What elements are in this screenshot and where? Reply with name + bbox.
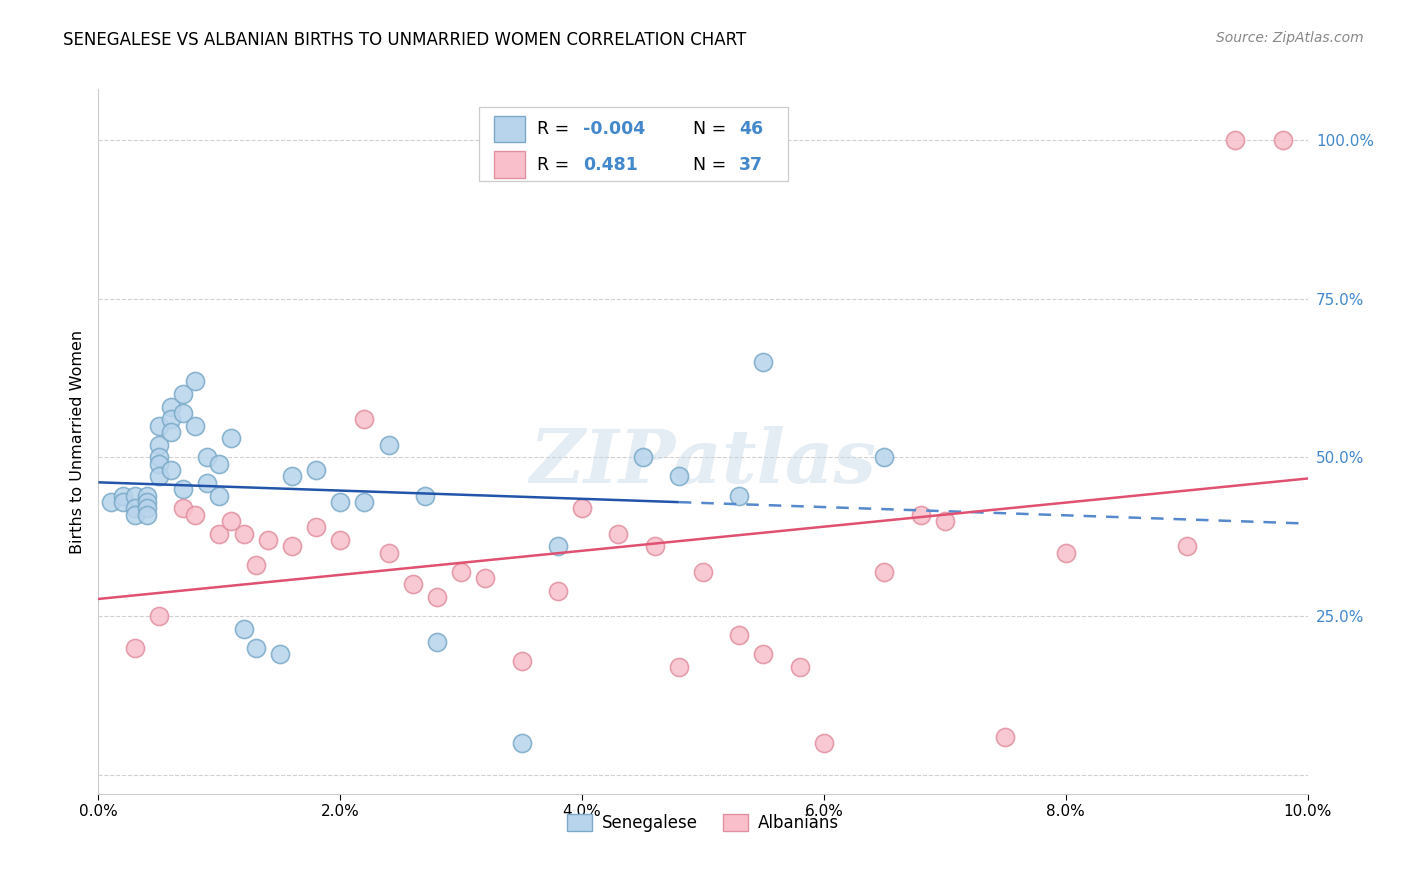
- Text: N =: N =: [693, 120, 733, 138]
- Point: [184, 418, 207, 433]
- Point: [1054, 546, 1077, 560]
- Legend: Senegalese, Albanians: Senegalese, Albanians: [560, 807, 846, 838]
- Point: [510, 736, 533, 750]
- Point: [426, 590, 449, 604]
- Point: [184, 508, 207, 522]
- Point: [547, 539, 569, 553]
- Point: [135, 508, 157, 522]
- Point: [426, 634, 449, 648]
- Point: [305, 520, 328, 534]
- Point: [571, 501, 593, 516]
- Point: [413, 488, 436, 502]
- Point: [547, 583, 569, 598]
- Point: [160, 425, 183, 439]
- FancyBboxPatch shape: [494, 116, 526, 143]
- Point: [1223, 133, 1246, 147]
- Point: [245, 640, 267, 655]
- Point: [728, 488, 751, 502]
- Point: [124, 640, 146, 655]
- Point: [281, 469, 304, 483]
- Point: [148, 418, 170, 433]
- Point: [873, 565, 896, 579]
- Point: [934, 514, 956, 528]
- Point: [221, 431, 243, 445]
- Point: [752, 647, 775, 661]
- Point: [510, 654, 533, 668]
- Point: [124, 508, 146, 522]
- Point: [994, 730, 1017, 744]
- Point: [752, 355, 775, 369]
- Point: [208, 488, 231, 502]
- Point: [256, 533, 278, 547]
- Point: [111, 488, 134, 502]
- Text: SENEGALESE VS ALBANIAN BIRTHS TO UNMARRIED WOMEN CORRELATION CHART: SENEGALESE VS ALBANIAN BIRTHS TO UNMARRI…: [63, 31, 747, 49]
- Point: [160, 400, 183, 414]
- Text: R =: R =: [537, 155, 575, 174]
- Point: [195, 475, 218, 490]
- Point: [728, 628, 751, 642]
- Text: 0.481: 0.481: [583, 155, 638, 174]
- Point: [329, 533, 352, 547]
- Point: [148, 438, 170, 452]
- Point: [208, 457, 231, 471]
- Point: [692, 565, 714, 579]
- Text: 46: 46: [740, 120, 763, 138]
- Point: [353, 495, 375, 509]
- Point: [100, 495, 122, 509]
- Point: [668, 660, 690, 674]
- Point: [172, 482, 194, 496]
- Point: [269, 647, 291, 661]
- Point: [910, 508, 932, 522]
- Point: [111, 495, 134, 509]
- Text: ZIPatlas: ZIPatlas: [530, 426, 876, 499]
- Point: [221, 514, 243, 528]
- Point: [208, 526, 231, 541]
- Point: [813, 736, 835, 750]
- Point: [474, 571, 496, 585]
- Point: [184, 374, 207, 388]
- Text: N =: N =: [693, 155, 733, 174]
- Point: [172, 387, 194, 401]
- Point: [148, 469, 170, 483]
- Point: [1175, 539, 1198, 553]
- Point: [172, 406, 194, 420]
- Point: [160, 412, 183, 426]
- Point: [281, 539, 304, 553]
- Point: [245, 558, 267, 573]
- Point: [377, 438, 399, 452]
- Text: R =: R =: [537, 120, 575, 138]
- Point: [353, 412, 375, 426]
- Point: [402, 577, 425, 591]
- Point: [1272, 133, 1295, 147]
- Point: [124, 488, 146, 502]
- Point: [377, 546, 399, 560]
- Point: [135, 495, 157, 509]
- Point: [668, 469, 690, 483]
- Point: [305, 463, 328, 477]
- Point: [232, 526, 254, 541]
- Point: [873, 450, 896, 465]
- FancyBboxPatch shape: [479, 107, 787, 181]
- Point: [135, 488, 157, 502]
- Point: [232, 622, 254, 636]
- Point: [329, 495, 352, 509]
- Point: [789, 660, 811, 674]
- Point: [148, 450, 170, 465]
- Point: [607, 526, 630, 541]
- Point: [160, 463, 183, 477]
- Point: [135, 501, 157, 516]
- Point: [450, 565, 472, 579]
- Y-axis label: Births to Unmarried Women: Births to Unmarried Women: [69, 329, 84, 554]
- Text: 37: 37: [740, 155, 763, 174]
- FancyBboxPatch shape: [494, 151, 526, 178]
- Point: [195, 450, 218, 465]
- Point: [124, 501, 146, 516]
- Point: [148, 609, 170, 624]
- Point: [148, 457, 170, 471]
- Text: -0.004: -0.004: [583, 120, 645, 138]
- Text: Source: ZipAtlas.com: Source: ZipAtlas.com: [1216, 31, 1364, 45]
- Point: [631, 450, 654, 465]
- Point: [644, 539, 666, 553]
- Point: [172, 501, 194, 516]
